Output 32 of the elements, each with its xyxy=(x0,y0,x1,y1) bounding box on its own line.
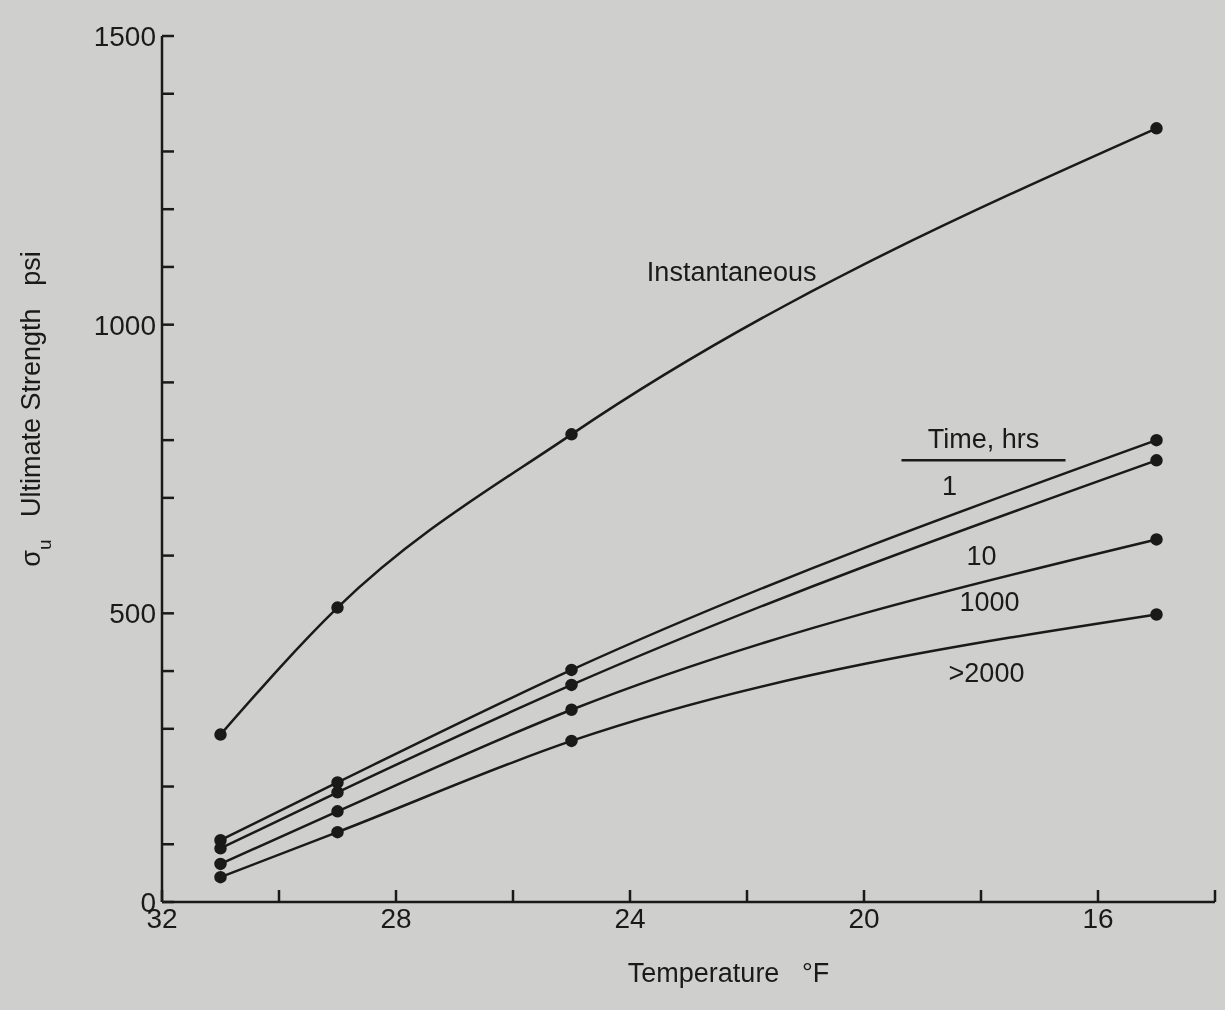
point xyxy=(214,728,227,741)
point xyxy=(565,734,578,748)
point xyxy=(565,663,578,677)
point xyxy=(1150,122,1163,135)
point xyxy=(1150,533,1163,546)
point xyxy=(1150,433,1163,447)
point xyxy=(1150,454,1163,467)
y-tick-label: 1000 xyxy=(93,309,156,341)
series-label: Instantaneous xyxy=(646,257,817,288)
y-tick-label: 1500 xyxy=(93,20,156,52)
series-label: 10 xyxy=(966,541,997,572)
point xyxy=(331,786,344,799)
point xyxy=(214,857,227,871)
x-tick-label: 16 xyxy=(1082,902,1114,934)
point xyxy=(331,805,344,818)
series-label: 1000 xyxy=(959,586,1020,617)
point xyxy=(1150,608,1163,621)
point xyxy=(331,601,344,614)
series-label: 1 xyxy=(941,471,958,502)
point xyxy=(565,678,578,692)
x-tick-label: 24 xyxy=(614,902,646,934)
point xyxy=(565,428,578,441)
point xyxy=(214,870,227,884)
x-axis-title: Temperature °F xyxy=(627,958,830,988)
point xyxy=(331,825,344,839)
x-tick-label: 28 xyxy=(380,902,412,934)
legend-title: Time, hrs xyxy=(927,424,1040,455)
x-tick-label: 20 xyxy=(848,902,880,934)
y-tick-label: 500 xyxy=(109,598,156,630)
series-label: >2000 xyxy=(948,657,1025,688)
point xyxy=(565,703,578,716)
point xyxy=(331,776,344,789)
